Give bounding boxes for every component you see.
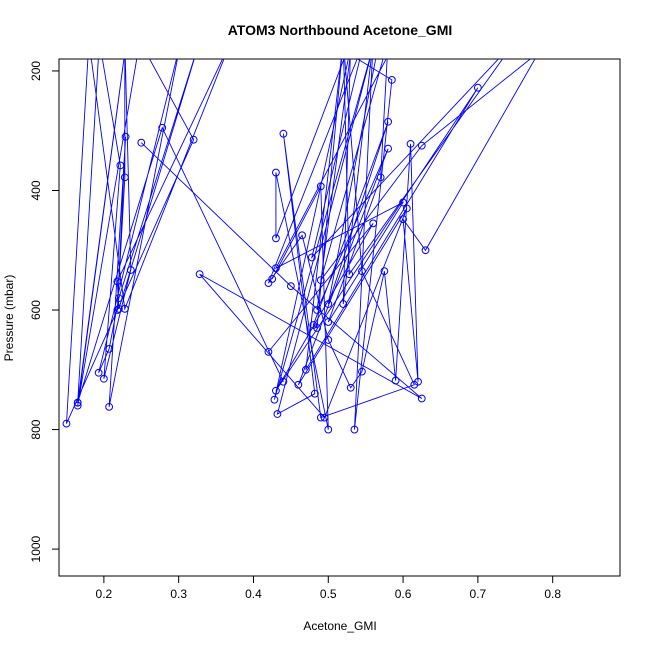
- data-point: [380, 267, 389, 276]
- data-point: [324, 336, 333, 344]
- data-point: [189, 135, 198, 144]
- data-point: [324, 425, 333, 434]
- data-point: [324, 318, 333, 326]
- data-point: [346, 383, 355, 392]
- data-point: [268, 275, 277, 283]
- data-point: [316, 413, 325, 422]
- x-tick-label: 0.7: [470, 587, 487, 601]
- x-tick-label: 0.8: [544, 587, 561, 601]
- y-axis-label: Pressure (mbar): [2, 275, 16, 362]
- data-point: [114, 304, 123, 313]
- data-point: [116, 161, 125, 170]
- data-point: [73, 401, 82, 410]
- data-point: [272, 234, 280, 243]
- data-point: [121, 132, 130, 141]
- series-line: [66, 59, 284, 424]
- x-tick-label: 0.6: [395, 587, 412, 601]
- data-point: [272, 264, 280, 273]
- data-point: [294, 380, 303, 389]
- data-point: [62, 419, 71, 428]
- data-point: [286, 282, 295, 291]
- data-point: [195, 270, 204, 279]
- x-tick-label: 0.4: [245, 587, 262, 601]
- data-point: [310, 389, 319, 398]
- data-point: [399, 198, 407, 207]
- y-tick-label: 1000: [29, 535, 43, 562]
- x-tick-label: 0.2: [96, 587, 113, 601]
- data-point: [301, 365, 310, 374]
- data-point: [376, 173, 385, 182]
- data-point: [309, 321, 318, 329]
- y-axis: 200 400 600 800 1000: [29, 61, 59, 562]
- data-point: [358, 367, 366, 376]
- y-tick-label: 800: [29, 419, 43, 439]
- y-tick-label: 400: [29, 180, 43, 200]
- plot-frame: [58, 58, 621, 577]
- data-point: [316, 276, 325, 285]
- data-point: [113, 306, 122, 314]
- data-point: [73, 398, 82, 407]
- data-point: [105, 402, 114, 411]
- data-point: [339, 300, 348, 308]
- data-point: [387, 76, 396, 84]
- y-tick-label: 600: [29, 300, 43, 320]
- x-tick-label: 0.5: [320, 587, 337, 601]
- y-tick-label: 200: [29, 61, 43, 81]
- plot-clip-group: [62, 59, 536, 434]
- data-point: [114, 294, 123, 302]
- data-point: [406, 139, 415, 148]
- data-point: [272, 386, 280, 395]
- x-tick-label: 0.3: [170, 587, 187, 601]
- data-point: [307, 253, 316, 262]
- data-point: [391, 376, 400, 385]
- data-point: [417, 394, 426, 403]
- chart-title: ATOM3 Northbound Acetone_GMI: [228, 22, 453, 38]
- data-point: [126, 266, 135, 274]
- data-point: [298, 231, 307, 240]
- data-point: [94, 368, 103, 377]
- data-point: [417, 141, 426, 150]
- data-point: [473, 83, 482, 92]
- data-point: [399, 215, 407, 224]
- series-line: [271, 59, 531, 430]
- data-point: [158, 123, 167, 132]
- data-point: [414, 377, 422, 386]
- plot-area: [62, 59, 536, 434]
- data-point: [316, 182, 325, 191]
- x-axis-label: Acetone_GMI: [303, 619, 376, 633]
- data-point: [421, 246, 430, 255]
- data-point: [350, 425, 359, 434]
- data-point: [99, 374, 108, 383]
- data-point: [120, 173, 129, 182]
- data-point: [272, 168, 280, 177]
- series-line: [268, 59, 536, 391]
- data-point: [120, 304, 129, 313]
- series-line: [140, 59, 423, 419]
- data-point: [279, 129, 288, 138]
- data-point: [105, 344, 114, 353]
- data-point: [113, 277, 122, 286]
- data-point: [270, 395, 279, 404]
- x-axis: 0.2 0.3 0.4 0.5 0.6 0.7 0.8: [96, 576, 561, 601]
- data-point: [137, 138, 146, 147]
- data-point: [264, 347, 273, 356]
- data-point: [273, 410, 282, 418]
